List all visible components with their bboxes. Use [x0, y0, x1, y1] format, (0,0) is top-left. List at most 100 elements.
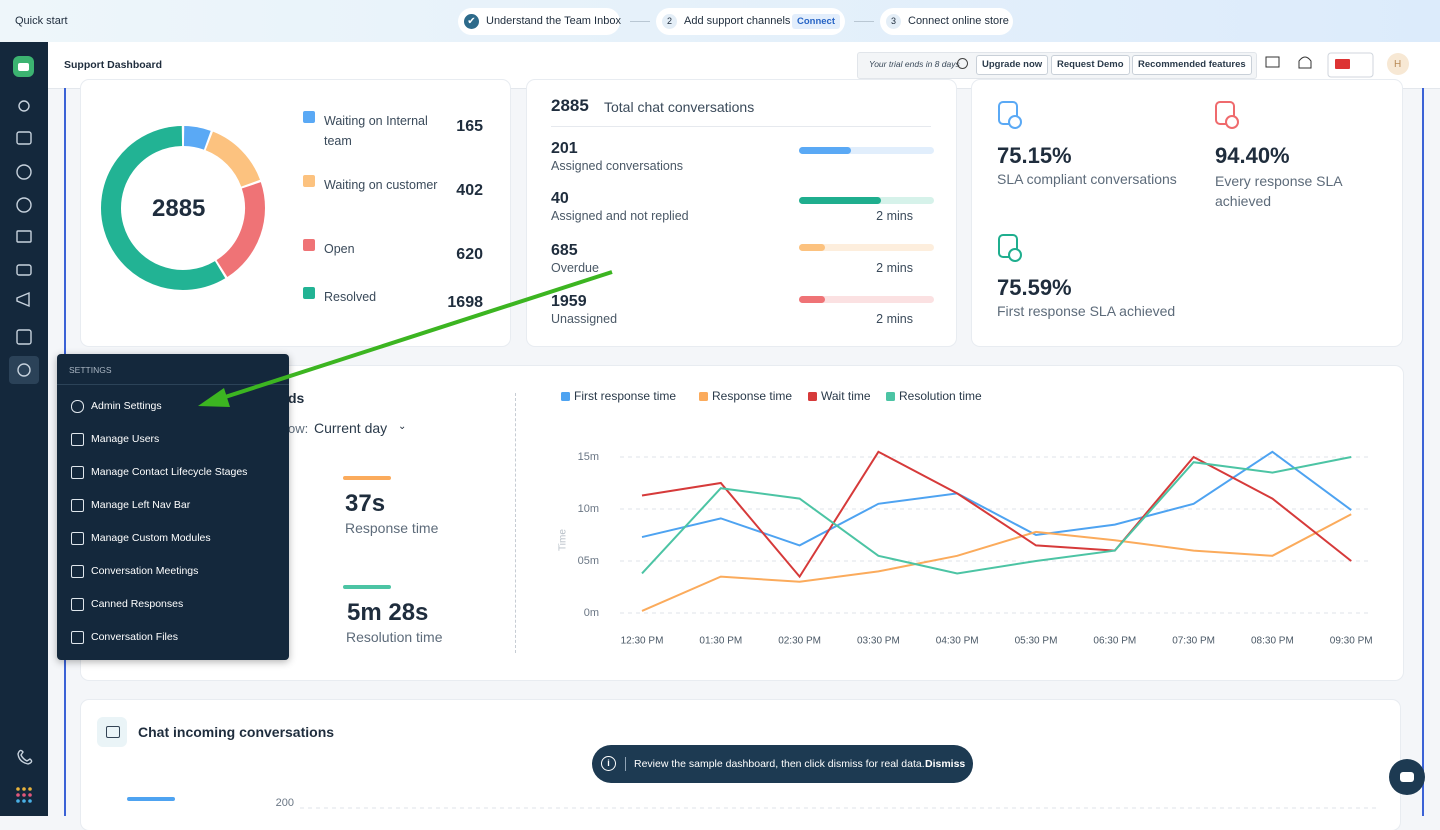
metric-dash — [343, 476, 391, 480]
bar-track — [799, 244, 934, 251]
arrow-shaft — [221, 270, 613, 400]
legend-value: 402 — [456, 182, 483, 199]
menu-item[interactable]: Conversation Files — [91, 631, 178, 643]
legend-label: Open — [324, 242, 355, 256]
nav-icon[interactable] — [16, 264, 32, 276]
step-pill[interactable] — [880, 8, 1013, 35]
dismiss-button[interactable]: Dismiss — [925, 758, 966, 770]
step-pill[interactable] — [458, 8, 620, 35]
menu-item[interactable]: Manage Contact Lifecycle Stages — [91, 466, 248, 478]
sidebar — [0, 42, 48, 816]
nav-icon[interactable] — [16, 329, 32, 345]
x-tick-label: 08:30 PM — [1251, 636, 1294, 647]
step-label: Add support channels — [684, 15, 791, 27]
frame-line — [1422, 88, 1424, 816]
bar-fill — [799, 197, 881, 204]
y-tick-label: 05m — [578, 555, 599, 567]
legend-label: Waiting on customer — [324, 178, 438, 192]
x-tick-label: 12:30 PM — [621, 636, 664, 647]
line-series — [641, 450, 1352, 579]
quick-start-label: Quick start — [15, 15, 68, 27]
y-tick-label: 10m — [578, 503, 599, 515]
bar-fill — [799, 147, 851, 154]
period-dropdown[interactable]: Current day — [314, 420, 388, 436]
y-tick-label: 200 — [276, 797, 294, 809]
menu-item[interactable]: Admin Settings — [91, 400, 162, 412]
line-series — [641, 456, 1352, 575]
menu-item[interactable]: Manage Left Nav Bar — [91, 499, 191, 511]
response-card — [81, 366, 1403, 680]
menu-icon — [71, 532, 84, 545]
phone-icon[interactable] — [17, 749, 33, 765]
y-tick-label: 0m — [584, 607, 599, 619]
menu-item[interactable]: Conversation Meetings — [91, 565, 199, 577]
legend-swatch — [303, 111, 315, 123]
x-tick-label: 04:30 PM — [936, 636, 979, 647]
donut-segment — [205, 131, 261, 188]
card-icon-glyph — [106, 726, 120, 738]
sidebar-icons — [9, 56, 39, 803]
chat-glyph — [1400, 772, 1414, 782]
nav-icon[interactable] — [16, 230, 32, 243]
legend-swatch — [699, 392, 708, 401]
x-tick-label: 09:30 PM — [1330, 636, 1373, 647]
time-dropdown[interactable]: 2 mins — [876, 312, 913, 326]
nav-icon[interactable] — [16, 197, 32, 213]
legend-swatch — [561, 392, 570, 401]
row-label: Assigned conversations — [551, 159, 684, 173]
menu-heading: SETTINGS — [69, 365, 112, 375]
legend-label: First response time — [574, 389, 676, 403]
metric-label: Resolution time — [346, 629, 443, 645]
gift-icon[interactable] — [1265, 56, 1280, 68]
avatar[interactable] — [1387, 53, 1409, 75]
menu-divider — [57, 384, 289, 385]
legend-swatch — [303, 239, 315, 251]
nav-icon[interactable] — [16, 164, 32, 180]
menu-item[interactable]: Canned Responses — [91, 598, 184, 610]
connect-button[interactable]: Connect — [792, 14, 840, 29]
bell-icon[interactable] — [1298, 56, 1312, 69]
header-button[interactable]: Upgrade now — [976, 55, 1049, 75]
time-dropdown[interactable]: 2 mins — [876, 261, 913, 275]
line-series — [641, 513, 1352, 612]
screen-icon — [1335, 59, 1350, 69]
total-value: 2885 — [551, 96, 589, 115]
x-tick-label: 07:30 PM — [1172, 636, 1215, 647]
nav-icon[interactable] — [18, 100, 30, 112]
step-number: 2 — [662, 14, 677, 29]
header-icons — [1265, 52, 1409, 78]
sla-label: Every response SLA achieved — [1215, 173, 1342, 209]
settings-menu: SETTINGS Admin Settings Manage Users Manag… — [57, 354, 289, 660]
status-card — [81, 80, 510, 346]
bar-track — [799, 296, 934, 303]
bar-fill — [799, 296, 825, 303]
time-dropdown[interactable]: 2 mins — [876, 209, 913, 223]
legend-value: 165 — [456, 118, 483, 135]
menu-item[interactable]: Manage Custom Modules — [91, 532, 211, 544]
legend-swatch — [886, 392, 895, 401]
x-tick-label: 03:30 PM — [857, 636, 900, 647]
toast-message: Review the sample dashboard, then click … — [634, 758, 925, 770]
chat-button[interactable] — [1389, 759, 1425, 795]
logo-glyph — [18, 63, 29, 71]
menu-icon — [71, 598, 84, 611]
row-value: 1959 — [551, 293, 587, 310]
bar-fill — [799, 244, 825, 251]
nav-icon[interactable] — [16, 131, 32, 145]
sla-value: 75.15% — [997, 143, 1072, 168]
row-label: Overdue — [551, 261, 599, 275]
legend-swatch — [808, 392, 817, 401]
donut-segment — [216, 182, 265, 277]
nav-icon[interactable] — [16, 291, 30, 308]
toast: i Review the sample dashboard, then clic… — [592, 745, 973, 783]
metric-value: 37s — [345, 490, 386, 517]
menu-icon — [71, 466, 84, 479]
x-tick-label: 02:30 PM — [778, 636, 821, 647]
settings-icon[interactable] — [17, 363, 31, 377]
header-button[interactable]: Recommended features — [1132, 55, 1252, 75]
header-button[interactable]: Request Demo — [1051, 55, 1130, 75]
donut-segment — [183, 126, 211, 150]
menu-item[interactable]: Manage Users — [91, 433, 160, 445]
row-value: 685 — [551, 242, 578, 259]
